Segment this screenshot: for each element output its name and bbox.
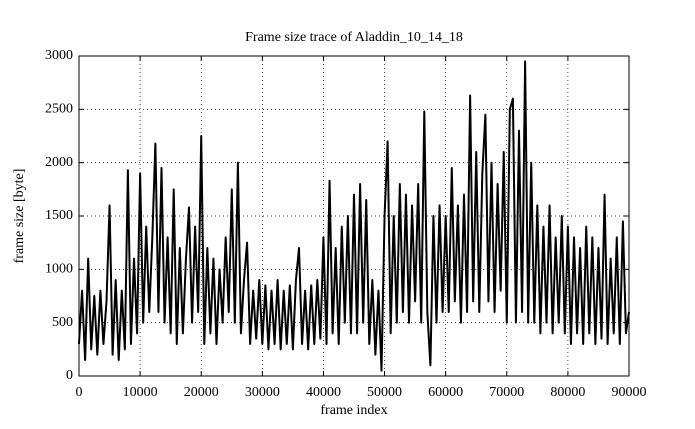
x-tick-label: 90000 bbox=[612, 385, 647, 400]
y-tick-label: 0 bbox=[66, 368, 73, 383]
chart-title: Frame size trace of Aladdin_10_14_18 bbox=[245, 30, 463, 45]
x-tick-label: 40000 bbox=[306, 385, 341, 400]
x-tick-label: 10000 bbox=[123, 385, 158, 400]
x-tick-label: 0 bbox=[76, 385, 83, 400]
x-tick-label: 20000 bbox=[184, 385, 219, 400]
x-tick-label: 80000 bbox=[550, 385, 585, 400]
y-tick-label: 500 bbox=[52, 315, 73, 330]
y-tick-label: 2000 bbox=[45, 155, 73, 170]
trace-line bbox=[78, 60, 630, 372]
y-tick-label: 3000 bbox=[45, 48, 73, 63]
x-tick-label: 70000 bbox=[489, 385, 524, 400]
y-tick-label: 1500 bbox=[45, 208, 73, 223]
y-tick-label: 2500 bbox=[45, 102, 73, 117]
y-tick-label: 1000 bbox=[45, 262, 73, 277]
y-axis-label: frame size [byte] bbox=[12, 169, 27, 264]
x-tick-label: 50000 bbox=[367, 385, 402, 400]
x-tick-label: 60000 bbox=[428, 385, 463, 400]
x-tick-label: 30000 bbox=[245, 385, 280, 400]
x-axis-label: frame index bbox=[320, 403, 387, 418]
plot-frame bbox=[78, 55, 630, 377]
